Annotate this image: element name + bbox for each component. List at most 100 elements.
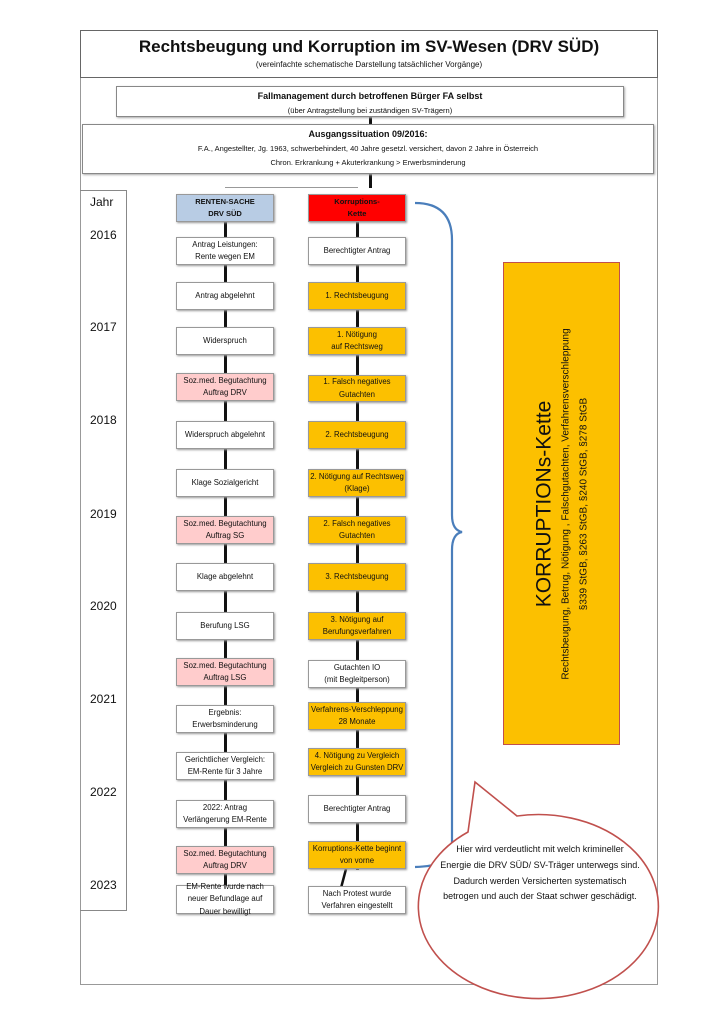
step-label: Gerichtlicher Vergleich: EM-Rente für 3 … xyxy=(184,754,266,776)
left-column-step: Klage Sozialgericht xyxy=(176,469,274,497)
right-column-step: 1. Rechtsbeugung xyxy=(308,282,406,310)
year-label: 2018 xyxy=(90,413,117,427)
step-label: 2. Nötigung auf Rechtsweg (Klage) xyxy=(310,471,404,493)
left-column-step: Soz.med. Begutachtung Auftrag DRV xyxy=(176,846,274,874)
corruption-chain-title: KORRUPTIONs-Kette xyxy=(532,400,555,607)
step-label: 3. Nötigung auf Berufungsverfahren xyxy=(322,614,392,636)
right-timeline-line xyxy=(356,222,359,870)
step-label: 1. Nötigung auf Rechtsweg xyxy=(331,329,383,351)
right-column-step: Berechtigter Antrag xyxy=(308,237,406,265)
speech-bubble-shape xyxy=(417,780,660,1000)
year-label: 2020 xyxy=(90,599,117,613)
left-column-step: Widerspruch abgelehnt xyxy=(176,421,274,449)
left-column-step: Widerspruch xyxy=(176,327,274,355)
left-column-step: Soz.med. Begutachtung Auftrag DRV xyxy=(176,373,274,401)
page-subtitle: (vereinfachte schematische Darstellung t… xyxy=(255,60,483,69)
step-label: Klage abgelehnt xyxy=(196,571,254,581)
year-label: 2023 xyxy=(90,878,117,892)
step-label: Soz.med. Begutachtung Auftrag SG xyxy=(183,518,267,540)
left-column-step: 2022: Antrag Verlängerung EM-Rente xyxy=(176,800,274,828)
connector-line xyxy=(369,117,372,125)
right-column-step: 3. Rechtsbeugung xyxy=(308,563,406,591)
step-label: 4. Nötigung zu Vergleich Vergleich zu Gu… xyxy=(310,750,404,772)
corruption-chain-statutes: §339 StGB, §263 StGB, §240 StGB, §278 St… xyxy=(577,397,589,610)
case-management-subtitle: (über Antragstellung bei zuständigen SV-… xyxy=(287,106,453,115)
corruption-chain-panel: KORRUPTIONs-Kette Rechtsbeugung, Betrug,… xyxy=(503,262,620,745)
step-label: Gutachten IO (mit Begleitperson) xyxy=(324,662,390,684)
left-column-step: Antrag Leistungen: Rente wegen EM xyxy=(176,237,274,265)
step-label: Korruptions-Kette beginnt von vorne xyxy=(312,843,402,865)
step-label: Berechtigter Antrag xyxy=(323,803,391,813)
initial-situation-line2: Chron. Erkrankung + Akuterkrankung > Erw… xyxy=(270,158,466,167)
brace-icon xyxy=(414,201,463,869)
step-label: Antrag Leistungen: Rente wegen EM xyxy=(192,239,258,261)
left-column-step: Ergebnis: Erwerbsminderung xyxy=(176,705,274,733)
right-column-step: 1. Nötigung auf Rechtsweg xyxy=(308,327,406,355)
speech-bubble-text: Hier wird verdeutlicht mit welch krimine… xyxy=(440,844,640,902)
right-column-step: 4. Nötigung zu Vergleich Vergleich zu Gu… xyxy=(308,748,406,776)
left-column-step: Antrag abgelehnt xyxy=(176,282,274,310)
right-column-header: Korruptions- Kette xyxy=(308,194,406,222)
left-column-step: EM-Rente wurde nach neuer Befundlage auf… xyxy=(176,882,274,916)
corruption-chain-offenses: Rechtsbeugung, Betrug, Nötigung , Falsch… xyxy=(560,327,571,680)
step-label: 1. Falsch negatives Gutachten xyxy=(323,377,391,399)
step-label: Verfahrens-Verschleppung 28 Monate xyxy=(311,704,403,726)
step-label: Soz.med. Begutachtung Auftrag LSG xyxy=(183,660,267,682)
year-label: 2016 xyxy=(90,228,117,242)
step-label: RENTEN-SACHE DRV SÜD xyxy=(195,197,255,218)
initial-situation-box: Ausgangssituation 09/2016: F.A., Angeste… xyxy=(82,124,654,174)
step-label: Nach Protest wurde Verfahren eingestellt xyxy=(321,888,393,910)
outer-frame xyxy=(80,78,658,985)
title-box: Rechtsbeugung und Korruption im SV-Wesen… xyxy=(80,30,658,78)
right-column-step: 2. Nötigung auf Rechtsweg (Klage) xyxy=(308,469,406,497)
year-header: Jahr xyxy=(90,195,114,209)
step-label: 3. Rechtsbeugung xyxy=(325,571,389,581)
right-column-step: 3. Nötigung auf Berufungsverfahren xyxy=(308,612,406,640)
year-label: 2021 xyxy=(90,692,117,706)
page-title: Rechtsbeugung und Korruption im SV-Wesen… xyxy=(138,37,600,56)
left-column-step: Gerichtlicher Vergleich: EM-Rente für 3 … xyxy=(176,752,274,780)
step-label: EM-Rente wurde nach neuer Befundlage auf… xyxy=(186,882,264,916)
case-management-title: Fallmanagement durch betroffenen Bürger … xyxy=(257,91,483,101)
connector-line xyxy=(369,174,372,188)
step-label: 1. Rechtsbeugung xyxy=(325,290,389,300)
right-column-step: 2. Falsch negatives Gutachten xyxy=(308,516,406,544)
right-column-step: Nach Protest wurde Verfahren eingestellt xyxy=(308,886,406,914)
year-label: 2017 xyxy=(90,320,117,334)
step-label: Berechtigter Antrag xyxy=(323,245,391,255)
left-column-step: Soz.med. Begutachtung Auftrag LSG xyxy=(176,658,274,686)
year-label: 2022 xyxy=(90,785,117,799)
step-label: Klage Sozialgericht xyxy=(191,477,259,487)
case-management-box: Fallmanagement durch betroffenen Bürger … xyxy=(116,86,624,117)
right-column-step: Korruptions-Kette beginnt von vorne xyxy=(308,841,406,869)
right-column-step: Gutachten IO (mit Begleitperson) xyxy=(308,660,406,688)
left-column-step: Soz.med. Begutachtung Auftrag SG xyxy=(176,516,274,544)
initial-situation-line1: F.A., Angestellter, Jg. 1963, schwerbehi… xyxy=(197,144,539,153)
step-label: Berufung LSG xyxy=(200,620,250,630)
connector-line xyxy=(225,187,358,188)
left-timeline-line xyxy=(224,222,227,886)
step-label: Ergebnis: Erwerbsminderung xyxy=(192,707,258,729)
step-label: Korruptions- Kette xyxy=(334,197,380,218)
step-label: Soz.med. Begutachtung Auftrag DRV xyxy=(183,848,267,870)
left-column-step: Klage abgelehnt xyxy=(176,563,274,591)
connector-line xyxy=(339,868,348,889)
right-column-step: Berechtigter Antrag xyxy=(308,795,406,823)
step-label: 2. Falsch negatives Gutachten xyxy=(323,518,391,540)
year-column xyxy=(80,190,127,911)
right-column-step: Verfahrens-Verschleppung 28 Monate xyxy=(308,702,406,730)
step-label: Soz.med. Begutachtung Auftrag DRV xyxy=(183,375,267,397)
right-column-step: 2. Rechtsbeugung xyxy=(308,421,406,449)
left-column-step: Berufung LSG xyxy=(176,612,274,640)
step-label: Antrag abgelehnt xyxy=(195,290,255,300)
year-label: 2019 xyxy=(90,507,117,521)
step-label: 2. Rechtsbeugung xyxy=(325,429,389,439)
step-label: 2022: Antrag Verlängerung EM-Rente xyxy=(183,802,267,824)
step-label: Widerspruch abgelehnt xyxy=(184,429,266,439)
initial-situation-title: Ausgangssituation 09/2016: xyxy=(308,129,428,139)
left-column-header: RENTEN-SACHE DRV SÜD xyxy=(176,194,274,222)
right-column-step: 1. Falsch negatives Gutachten xyxy=(308,375,406,402)
step-label: Widerspruch xyxy=(203,335,247,345)
